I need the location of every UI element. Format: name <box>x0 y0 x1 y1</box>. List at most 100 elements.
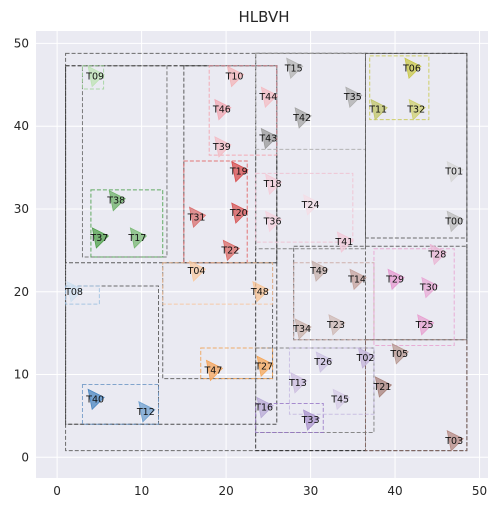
bvh-box <box>81 65 168 258</box>
triangle-marker <box>66 281 84 303</box>
triangle-marker <box>260 127 279 150</box>
triangle-label: T36 <box>263 216 282 227</box>
triangle-marker <box>311 260 329 282</box>
triangle-label: T33 <box>301 415 320 426</box>
triangle-label: T38 <box>106 196 125 207</box>
bvh-box <box>81 65 105 90</box>
bvh-box <box>81 383 160 425</box>
triangle-marker <box>446 160 464 183</box>
triangle-label: T37 <box>89 233 108 244</box>
bvh-box <box>200 347 274 380</box>
y-tick-label: 50 <box>14 36 29 50</box>
triangle-marker <box>404 57 422 80</box>
triangle-marker <box>303 194 321 216</box>
triangle-marker <box>290 372 308 394</box>
triangle-marker <box>260 86 279 109</box>
triangle-label: T29 <box>385 274 404 285</box>
bvh-box <box>288 347 375 415</box>
triangle-label: T12 <box>136 407 155 418</box>
triangle-marker <box>328 314 346 336</box>
plot-area: 0 10 20 30 40 50 0 10 20 30 40 50 T00 T01 T02 T03 T04 T05… <box>14 31 488 498</box>
triangle-marker <box>446 430 464 452</box>
triangle-marker <box>87 388 105 411</box>
triangle-marker <box>387 268 405 291</box>
triangle-marker <box>231 160 249 183</box>
y-tick-label: 20 <box>14 285 29 299</box>
triangle-label: T40 <box>85 394 104 405</box>
triangle-label: T17 <box>127 233 146 244</box>
triangle-marker <box>188 260 207 282</box>
bvh-box <box>369 55 430 121</box>
triangle-label: T44 <box>258 92 277 103</box>
triangle-marker <box>205 359 224 382</box>
triangle-label: T45 <box>330 394 349 405</box>
bvh-box <box>373 248 455 347</box>
triangle-marker <box>214 98 232 121</box>
y-tick-label: 30 <box>14 202 29 216</box>
triangle-marker <box>129 227 148 249</box>
triangle-marker <box>370 98 388 121</box>
triangle-label: T27 <box>254 361 273 372</box>
bvh-box <box>90 189 164 258</box>
bvh-box <box>255 172 354 243</box>
triangle-label: T42 <box>292 113 311 124</box>
triangle-marker <box>226 65 245 88</box>
triangle-label: T39 <box>212 142 231 153</box>
triangle-marker <box>294 318 312 340</box>
triangle-marker <box>188 206 207 229</box>
triangle-marker <box>374 376 393 398</box>
triangle-marker <box>214 136 232 158</box>
triangle-label: T49 <box>309 266 328 277</box>
triangle-label: T16 <box>254 403 273 414</box>
triangle-label: T32 <box>406 105 425 116</box>
triangle-marker <box>256 396 274 419</box>
triangle-label: T24 <box>301 200 320 211</box>
triangle-label: T03 <box>444 436 463 447</box>
triangle-marker <box>91 227 110 249</box>
triangle-marker <box>429 243 447 266</box>
triangle-label: T41 <box>334 237 353 248</box>
bvh-box <box>364 339 468 452</box>
triangle-marker <box>265 173 283 195</box>
triangle-label: T15 <box>284 63 303 74</box>
triangle-label: T01 <box>444 167 463 178</box>
triangle-label: T35 <box>343 92 362 103</box>
triangle-marker <box>417 314 435 336</box>
chart-title: HLBVH <box>238 8 289 26</box>
y-tick-label: 10 <box>14 368 29 382</box>
triangle-marker <box>336 231 355 253</box>
triangle-marker <box>87 65 105 88</box>
triangle-marker <box>265 210 283 233</box>
triangle-marker <box>222 239 240 262</box>
x-tick-label: 20 <box>218 484 233 498</box>
triangle-label: T31 <box>187 212 206 223</box>
triangle-marker <box>332 388 350 411</box>
triangle-marker <box>421 276 439 299</box>
triangle-label: T20 <box>229 208 248 219</box>
triangle-marker <box>446 210 464 233</box>
y-tick-label: 0 <box>21 450 29 464</box>
bvh-box <box>162 262 274 305</box>
x-tick-label: 0 <box>53 484 61 498</box>
triangle-marker <box>408 98 426 121</box>
bvh-box <box>364 52 468 239</box>
triangle-label: T10 <box>225 72 244 83</box>
triangle-marker <box>303 409 321 431</box>
triangle-marker <box>294 107 312 129</box>
triangle-label: T43 <box>258 134 277 145</box>
triangle-marker <box>256 355 274 378</box>
triangle-label: T28 <box>427 250 446 261</box>
triangle-label: T22 <box>220 245 239 256</box>
triangle-label: T05 <box>389 349 408 360</box>
x-tick-label: 40 <box>387 484 402 498</box>
triangle-label: T18 <box>263 179 282 190</box>
triangle-label: T02 <box>356 353 375 364</box>
triangle-label: T11 <box>368 105 387 116</box>
triangle-marker <box>345 86 363 109</box>
triangle-label: T06 <box>402 63 421 74</box>
x-tick-label: 30 <box>303 484 318 498</box>
triangle-marker <box>391 343 409 365</box>
triangle-label: T48 <box>250 287 269 298</box>
bvh-box <box>208 65 278 156</box>
